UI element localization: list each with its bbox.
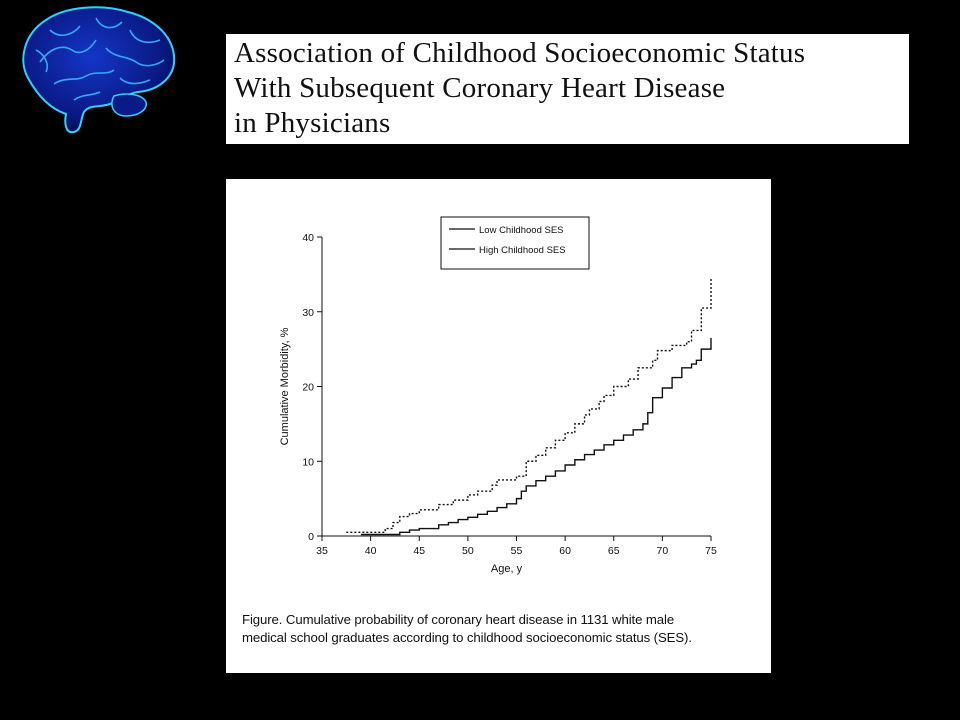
- title-line: With Subsequent Coronary Heart Disease: [234, 72, 726, 104]
- title-line: in Physicians: [234, 107, 391, 139]
- series-high-ses-line: [360, 337, 712, 536]
- brain-cerebellum: [111, 93, 147, 117]
- x-tick-label: 60: [559, 545, 571, 557]
- x-tick-label: 40: [365, 545, 377, 557]
- brain-folds: [35, 17, 165, 101]
- x-axis-title: Age, y: [491, 563, 523, 575]
- x-tick-label: 75: [705, 545, 717, 557]
- x-tick-label: 55: [511, 545, 523, 557]
- y-tick-label: 20: [302, 382, 314, 394]
- chart: 35 40 45 50 55 60 65 70 75 0 10 20 30 40 Age, y Cumulat…: [279, 216, 717, 575]
- y-tick-label: 40: [302, 232, 314, 244]
- x-tick-label: 50: [462, 545, 474, 557]
- caption-line: medical school graduates according to ch…: [242, 630, 692, 645]
- y-axis-title: Cumulative Morbidity, %: [279, 327, 291, 445]
- x-tick-label: 35: [316, 545, 328, 557]
- figure-panel: 35 40 45 50 55 60 65 70 75 0 10 20 30 40 Age, y Cumulat…: [226, 179, 771, 673]
- x-tick-label: 70: [657, 545, 669, 557]
- legend-box: [440, 216, 590, 270]
- legend-label: High Childhood SES: [479, 245, 566, 256]
- series-low-ses-line: [346, 278, 712, 533]
- y-tick-label: 10: [302, 456, 314, 468]
- y-tick-label: 30: [302, 307, 314, 319]
- legend-label: Low Childhood SES: [479, 225, 564, 236]
- y-tick-label: 0: [308, 531, 314, 543]
- brain-cerebrum: [22, 6, 176, 134]
- x-tick-label: 45: [413, 545, 425, 557]
- x-tick-label: 65: [608, 545, 620, 557]
- title-line: Association of Childhood Socioeconomic S…: [234, 37, 806, 69]
- slide-title: Association of Childhood Socioeconomic S…: [226, 34, 909, 144]
- figure-caption: Figure. Cumulative probability of corona…: [242, 611, 767, 647]
- caption-line: Figure. Cumulative probability of corona…: [242, 612, 675, 627]
- brain-icon: [22, 6, 176, 134]
